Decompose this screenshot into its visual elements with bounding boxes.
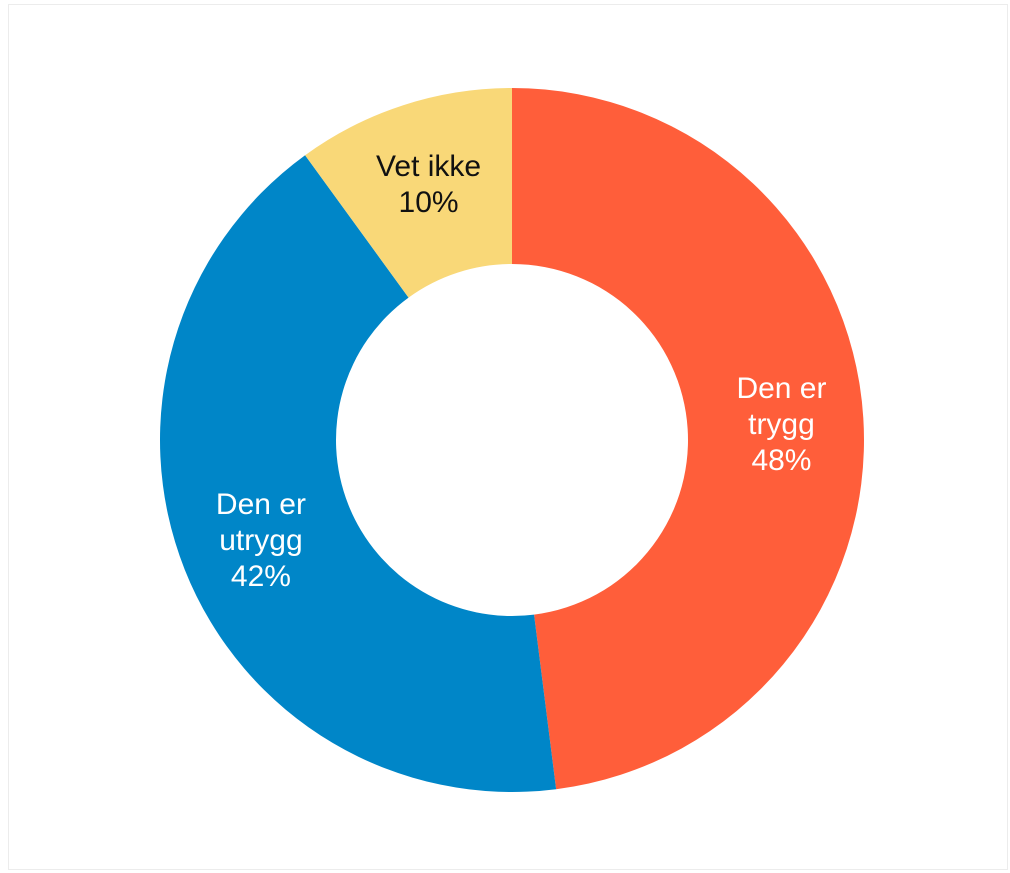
- slice-den-er-utrygg: [160, 155, 557, 792]
- label-vet-ikke: Vet ikke 10%: [376, 150, 481, 219]
- slice-vet-ikke: [305, 88, 512, 298]
- value-label: 10%: [399, 186, 459, 219]
- category-label: Den er: [736, 372, 826, 405]
- slices-group: [160, 88, 865, 792]
- category-label: utrygg: [219, 524, 302, 557]
- label-den-er-utrygg: Den er utrygg 42%: [216, 488, 306, 593]
- value-label: 48%: [751, 444, 811, 477]
- label-den-er-trygg: Den er trygg 48%: [736, 372, 826, 477]
- labels-group: Den er trygg 48%Den er utrygg 42%Vet ikke 10%: [216, 150, 827, 593]
- slice-den-er-trygg: [512, 88, 865, 790]
- category-label: Den er: [216, 488, 306, 521]
- value-label: 42%: [231, 560, 291, 593]
- category-label: Vet ikke: [376, 150, 481, 183]
- category-label: trygg: [748, 408, 815, 441]
